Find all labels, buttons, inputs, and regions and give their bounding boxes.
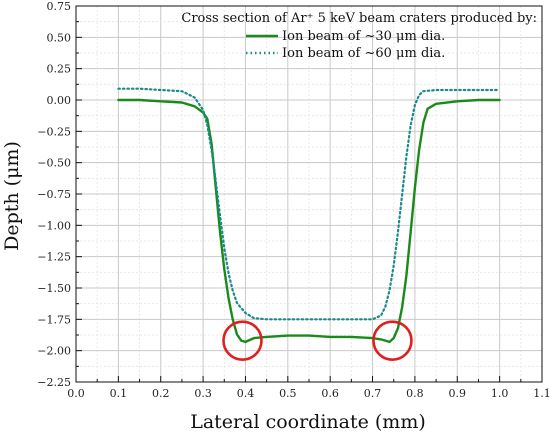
highlight-circle-right xyxy=(372,320,413,361)
y-tick-label: 0.00 xyxy=(47,94,72,107)
y-tick-label: −2.25 xyxy=(37,376,71,389)
x-tick-label: 0.7 xyxy=(364,387,382,400)
axis-ticks: 0.0 0.1 0.2 0.3 0.4 0.5 0.6 0.7 0.8 0.9 1.0 1.1 0.75… xyxy=(37,0,550,400)
series-line-30um xyxy=(117,98,501,344)
legend-entry-60um: Ion beam of ~60 μm dia. xyxy=(282,46,445,61)
y-tick-label: −2.00 xyxy=(37,345,71,358)
x-tick-label: 0.6 xyxy=(321,387,339,400)
legend-title: Cross section of Ar⁺ 5 keV beam craters … xyxy=(181,11,537,26)
x-tick-label: 1.0 xyxy=(491,387,509,400)
legend-entry-30um: Ion beam of ~30 μm dia. xyxy=(282,29,445,44)
x-tick-label: 0.0 xyxy=(67,387,85,400)
grid-lines xyxy=(76,6,542,382)
series-line-60um xyxy=(117,87,501,321)
x-tick-label: 0.2 xyxy=(152,387,170,400)
y-tick-label: −0.75 xyxy=(37,188,71,201)
y-tick-label: −1.25 xyxy=(37,251,71,264)
y-tick-label: −0.50 xyxy=(37,157,71,170)
y-tick-label: 0.25 xyxy=(47,63,72,76)
y-tick-label: −1.00 xyxy=(37,219,71,232)
x-tick-label: 0.4 xyxy=(237,387,255,400)
x-tick-label: 0.1 xyxy=(110,387,128,400)
x-tick-label: 0.5 xyxy=(279,387,297,400)
x-tick-label: 0.9 xyxy=(449,387,467,400)
y-tick-label: 0.75 xyxy=(47,0,72,13)
legend: Cross section of Ar⁺ 5 keV beam craters … xyxy=(181,11,537,61)
y-tick-label: 0.50 xyxy=(47,31,72,44)
highlight-circle-left xyxy=(222,320,263,361)
x-axis-label: Lateral coordinate (mm) xyxy=(190,411,426,433)
y-tick-label: −1.50 xyxy=(37,282,71,295)
y-tick-label: −0.25 xyxy=(37,125,71,138)
y-tick-label: −1.75 xyxy=(37,313,71,326)
series-lines xyxy=(117,87,501,344)
y-axis-label: Depth (μm) xyxy=(1,141,23,251)
x-tick-label: 1.1 xyxy=(533,387,550,400)
x-tick-label: 0.8 xyxy=(406,387,424,400)
annotations xyxy=(222,320,413,361)
x-tick-label: 0.3 xyxy=(194,387,212,400)
